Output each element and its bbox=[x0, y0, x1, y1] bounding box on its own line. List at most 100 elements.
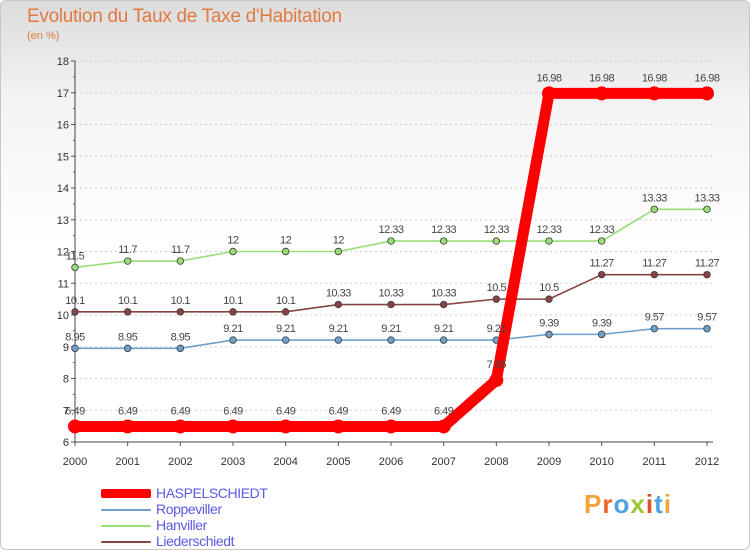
y-tick-label: 6 bbox=[63, 437, 69, 449]
brand-letter: i bbox=[645, 489, 655, 519]
data-point-liederschiedt bbox=[703, 270, 711, 279]
data-label-haspelschiedt: 16.98 bbox=[642, 72, 667, 84]
x-tick-label: 2001 bbox=[115, 456, 139, 468]
legend-label: Liederschiedt bbox=[156, 533, 235, 549]
data-point-liederschiedt bbox=[439, 300, 448, 309]
data-point-liederschiedt bbox=[545, 295, 553, 303]
data-point-haspelschiedt bbox=[331, 419, 346, 434]
data-label-hanviller: 12.33 bbox=[484, 224, 509, 236]
brand-letter: P bbox=[584, 489, 603, 519]
data-point-roppeviller bbox=[387, 336, 395, 344]
brand-letter: t bbox=[654, 489, 664, 519]
y-tick-label: 10 bbox=[57, 310, 69, 322]
data-label-roppeviller: 9.39 bbox=[539, 317, 559, 329]
data-point-liederschiedt bbox=[650, 270, 659, 279]
data-point-roppeviller bbox=[229, 336, 237, 344]
data-label-haspelschiedt: 6.49 bbox=[171, 405, 191, 417]
data-label-liederschiedt: 10.5 bbox=[539, 282, 559, 294]
x-tick-label: 2012 bbox=[695, 456, 719, 468]
x-tick-label: 2002 bbox=[168, 456, 192, 468]
data-label-roppeviller: 8.95 bbox=[118, 331, 138, 343]
data-label-roppeviller: 9.21 bbox=[381, 323, 401, 335]
legend-swatch bbox=[101, 509, 151, 511]
data-point-haspelschiedt bbox=[173, 419, 188, 434]
data-label-roppeviller: 8.95 bbox=[171, 331, 191, 343]
data-point-hanviller bbox=[650, 205, 659, 213]
data-label-liederschiedt: 10.33 bbox=[431, 288, 456, 300]
x-tick-label: 2011 bbox=[643, 456, 667, 468]
data-label-liederschiedt: 11.27 bbox=[642, 258, 667, 270]
data-point-hanviller bbox=[334, 247, 343, 256]
y-tick-label: 14 bbox=[57, 183, 69, 195]
data-label-liederschiedt: 10.1 bbox=[276, 295, 296, 307]
data-label-hanviller: 12 bbox=[227, 235, 239, 247]
data-point-liederschiedt bbox=[229, 308, 237, 316]
data-point-liederschiedt bbox=[492, 295, 501, 303]
data-point-roppeviller bbox=[597, 330, 606, 339]
data-point-hanviller bbox=[597, 237, 606, 245]
x-tick-label: 2007 bbox=[431, 456, 455, 468]
data-label-roppeviller: 9.57 bbox=[697, 312, 717, 324]
data-label-haspelschiedt: 6.49 bbox=[434, 405, 454, 417]
x-tick-label: 2005 bbox=[326, 456, 350, 468]
data-point-roppeviller bbox=[439, 336, 448, 344]
data-label-hanviller: 11.7 bbox=[171, 244, 190, 256]
data-label-haspelschiedt: 16.98 bbox=[589, 72, 614, 84]
data-label-liederschiedt: 10.1 bbox=[171, 295, 191, 307]
data-label-haspelschiedt: 16.98 bbox=[536, 72, 561, 84]
y-tick-label: 18 bbox=[57, 56, 69, 68]
x-tick-label: 2008 bbox=[484, 456, 508, 468]
data-point-liederschiedt bbox=[176, 308, 185, 316]
brand-letter: o bbox=[613, 489, 631, 519]
data-label-hanviller: 12.33 bbox=[378, 224, 403, 236]
legend-label: Hanviller bbox=[156, 517, 207, 533]
data-point-haspelschiedt bbox=[489, 373, 504, 388]
legend-swatch bbox=[101, 489, 151, 498]
data-label-haspelschiedt: 6.49 bbox=[276, 405, 296, 417]
data-point-haspelschiedt bbox=[647, 86, 662, 101]
data-label-roppeviller: 9.21 bbox=[223, 323, 243, 335]
data-point-haspelschiedt bbox=[384, 419, 398, 434]
data-label-liederschiedt: 11.27 bbox=[590, 258, 615, 270]
data-label-roppeviller: 9.21 bbox=[329, 323, 349, 335]
data-point-liederschiedt bbox=[281, 308, 290, 316]
legend-label: Roppeviller bbox=[156, 501, 222, 517]
data-point-liederschiedt bbox=[334, 300, 343, 309]
y-tick-label: 12 bbox=[57, 247, 69, 259]
y-tick-label: 7 bbox=[63, 405, 69, 417]
data-label-hanviller: 12 bbox=[333, 235, 345, 247]
data-point-roppeviller bbox=[176, 344, 185, 353]
data-point-hanviller bbox=[176, 257, 185, 265]
y-tick-label: 16 bbox=[57, 120, 69, 132]
data-point-hanviller bbox=[71, 263, 79, 272]
data-label-liederschiedt: 10.33 bbox=[326, 288, 351, 300]
data-point-roppeviller bbox=[123, 344, 132, 353]
data-point-hanviller bbox=[439, 237, 448, 245]
y-tick-label: 15 bbox=[57, 151, 69, 163]
brand-letter: x bbox=[630, 489, 646, 519]
data-label-haspelschiedt: 16.98 bbox=[694, 72, 719, 84]
brand-logo: Proxiti bbox=[584, 489, 672, 520]
data-point-hanviller bbox=[281, 247, 290, 256]
data-point-hanviller bbox=[229, 247, 237, 256]
data-point-roppeviller bbox=[650, 324, 659, 333]
data-label-roppeviller: 9.21 bbox=[276, 323, 296, 335]
data-label-roppeviller: 8.95 bbox=[65, 331, 85, 343]
data-point-haspelschiedt bbox=[278, 419, 293, 434]
data-point-haspelschiedt bbox=[436, 419, 451, 434]
data-label-roppeviller: 9.21 bbox=[487, 323, 507, 335]
data-point-hanviller bbox=[123, 257, 132, 265]
chart-unit-note: (en %) bbox=[27, 30, 60, 42]
data-point-haspelschiedt bbox=[68, 419, 82, 434]
data-label-haspelschiedt: 6.49 bbox=[65, 405, 85, 417]
brand-letter: r bbox=[602, 489, 614, 519]
y-tick-label: 13 bbox=[57, 215, 69, 227]
legend-swatch bbox=[101, 525, 151, 527]
data-point-haspelschiedt bbox=[542, 86, 556, 101]
data-label-liederschiedt: 10.5 bbox=[487, 282, 507, 294]
data-label-hanviller: 11.7 bbox=[118, 244, 137, 256]
x-tick-label: 2000 bbox=[63, 456, 87, 468]
data-point-roppeviller bbox=[334, 336, 343, 344]
data-point-liederschiedt bbox=[71, 308, 79, 316]
